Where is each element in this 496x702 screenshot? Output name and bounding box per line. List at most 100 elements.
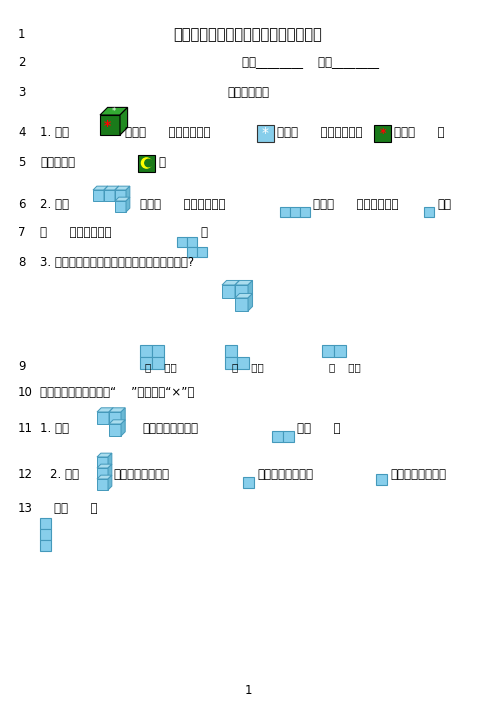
Bar bbox=[40, 529, 51, 540]
Bar bbox=[225, 357, 237, 369]
Text: ，从上面看到的是: ，从上面看到的是 bbox=[113, 468, 169, 482]
Bar bbox=[376, 474, 387, 485]
Text: 4: 4 bbox=[18, 126, 25, 140]
Text: 7: 7 bbox=[18, 227, 25, 239]
Text: ，从（      ）: ，从（ ） bbox=[394, 126, 444, 140]
Polygon shape bbox=[222, 281, 240, 285]
Text: 2: 2 bbox=[18, 56, 25, 69]
Bar bbox=[334, 345, 346, 357]
Text: 6: 6 bbox=[18, 199, 25, 211]
Text: 。: 。 bbox=[158, 157, 165, 169]
Text: 一、填空题。: 一、填空题。 bbox=[227, 86, 269, 100]
Polygon shape bbox=[97, 412, 109, 424]
Text: 12: 12 bbox=[18, 468, 33, 482]
Polygon shape bbox=[235, 298, 248, 311]
Bar bbox=[257, 124, 274, 142]
Bar bbox=[374, 124, 391, 142]
Text: ，从（      ）面看到的是: ，从（ ）面看到的是 bbox=[277, 126, 363, 140]
Text: 3: 3 bbox=[18, 86, 25, 100]
Polygon shape bbox=[115, 197, 130, 201]
Text: 姓名________    成绩________: 姓名________ 成绩________ bbox=[242, 56, 378, 69]
Polygon shape bbox=[235, 285, 248, 298]
Bar bbox=[140, 345, 152, 357]
Polygon shape bbox=[97, 453, 112, 457]
Bar bbox=[225, 345, 237, 357]
Polygon shape bbox=[109, 420, 125, 424]
Polygon shape bbox=[235, 281, 252, 285]
Polygon shape bbox=[248, 293, 252, 311]
Text: 二、判断题。（对的画“    ”，错的画“×”）: 二、判断题。（对的画“ ”，错的画“×”） bbox=[40, 387, 194, 399]
Text: 5: 5 bbox=[18, 157, 25, 169]
Bar bbox=[237, 357, 249, 369]
Polygon shape bbox=[104, 186, 119, 190]
Text: 9: 9 bbox=[18, 361, 25, 373]
Polygon shape bbox=[109, 412, 121, 424]
Polygon shape bbox=[97, 479, 108, 490]
Text: *: * bbox=[104, 119, 111, 133]
Polygon shape bbox=[108, 464, 112, 479]
Bar bbox=[40, 540, 51, 551]
Polygon shape bbox=[126, 186, 130, 201]
Text: （      ）面看到的是: （ ）面看到的是 bbox=[40, 227, 112, 239]
Bar bbox=[272, 431, 283, 442]
Polygon shape bbox=[222, 285, 235, 298]
Bar bbox=[197, 247, 207, 257]
Polygon shape bbox=[97, 408, 113, 412]
Polygon shape bbox=[115, 190, 126, 201]
Text: ，从右面看到的是: ，从右面看到的是 bbox=[257, 468, 313, 482]
Polygon shape bbox=[97, 464, 112, 468]
Text: ，从（      ）面看到的是: ，从（ ）面看到的是 bbox=[313, 199, 398, 211]
Polygon shape bbox=[97, 457, 108, 468]
Text: 。（      ）: 。（ ） bbox=[297, 421, 340, 435]
Text: 10: 10 bbox=[18, 387, 33, 399]
Polygon shape bbox=[97, 475, 112, 479]
Bar bbox=[140, 357, 152, 369]
Polygon shape bbox=[115, 201, 126, 212]
Polygon shape bbox=[104, 186, 108, 201]
Polygon shape bbox=[115, 186, 130, 190]
Polygon shape bbox=[108, 453, 112, 468]
Polygon shape bbox=[100, 115, 120, 135]
Text: ，从上面看到的是: ，从上面看到的是 bbox=[142, 421, 198, 435]
Text: 1: 1 bbox=[244, 684, 252, 696]
Text: 11: 11 bbox=[18, 421, 33, 435]
Polygon shape bbox=[109, 408, 113, 424]
Circle shape bbox=[141, 158, 152, 168]
Bar bbox=[40, 518, 51, 529]
Polygon shape bbox=[115, 186, 119, 201]
Bar bbox=[152, 345, 164, 357]
Bar bbox=[322, 345, 334, 357]
Text: （    ）面: （ ）面 bbox=[329, 362, 361, 372]
Text: 13: 13 bbox=[18, 501, 33, 515]
Text: 面看到的是: 面看到的是 bbox=[40, 157, 75, 169]
Text: 苏教版四年级数学上册第三单元测试卷: 苏教版四年级数学上册第三单元测试卷 bbox=[174, 27, 322, 43]
Text: 1: 1 bbox=[18, 29, 25, 41]
Text: *: * bbox=[379, 126, 386, 140]
Polygon shape bbox=[121, 420, 125, 436]
Bar bbox=[177, 237, 187, 247]
Text: ，从: ，从 bbox=[437, 199, 451, 211]
Text: 2. 观察: 2. 观察 bbox=[40, 199, 69, 211]
Text: 1. 观察: 1. 观察 bbox=[40, 421, 69, 435]
Text: （    ）面: （ ）面 bbox=[145, 362, 177, 372]
Polygon shape bbox=[93, 190, 104, 201]
Bar bbox=[300, 207, 310, 217]
Bar bbox=[138, 154, 155, 171]
Polygon shape bbox=[126, 197, 130, 212]
Polygon shape bbox=[248, 281, 252, 298]
Polygon shape bbox=[120, 107, 127, 135]
Bar bbox=[243, 477, 254, 488]
Polygon shape bbox=[109, 408, 125, 412]
Text: 1. 观察: 1. 观察 bbox=[40, 126, 69, 140]
Bar bbox=[187, 237, 197, 247]
Bar bbox=[290, 207, 300, 217]
Polygon shape bbox=[235, 293, 252, 298]
Text: ，从（      ）面看到的是: ，从（ ）面看到的是 bbox=[140, 199, 226, 211]
Polygon shape bbox=[93, 186, 108, 190]
Bar bbox=[283, 431, 294, 442]
Polygon shape bbox=[121, 408, 125, 424]
Text: 8: 8 bbox=[18, 256, 25, 270]
Polygon shape bbox=[100, 107, 127, 115]
Bar bbox=[280, 207, 290, 217]
Polygon shape bbox=[104, 190, 115, 201]
